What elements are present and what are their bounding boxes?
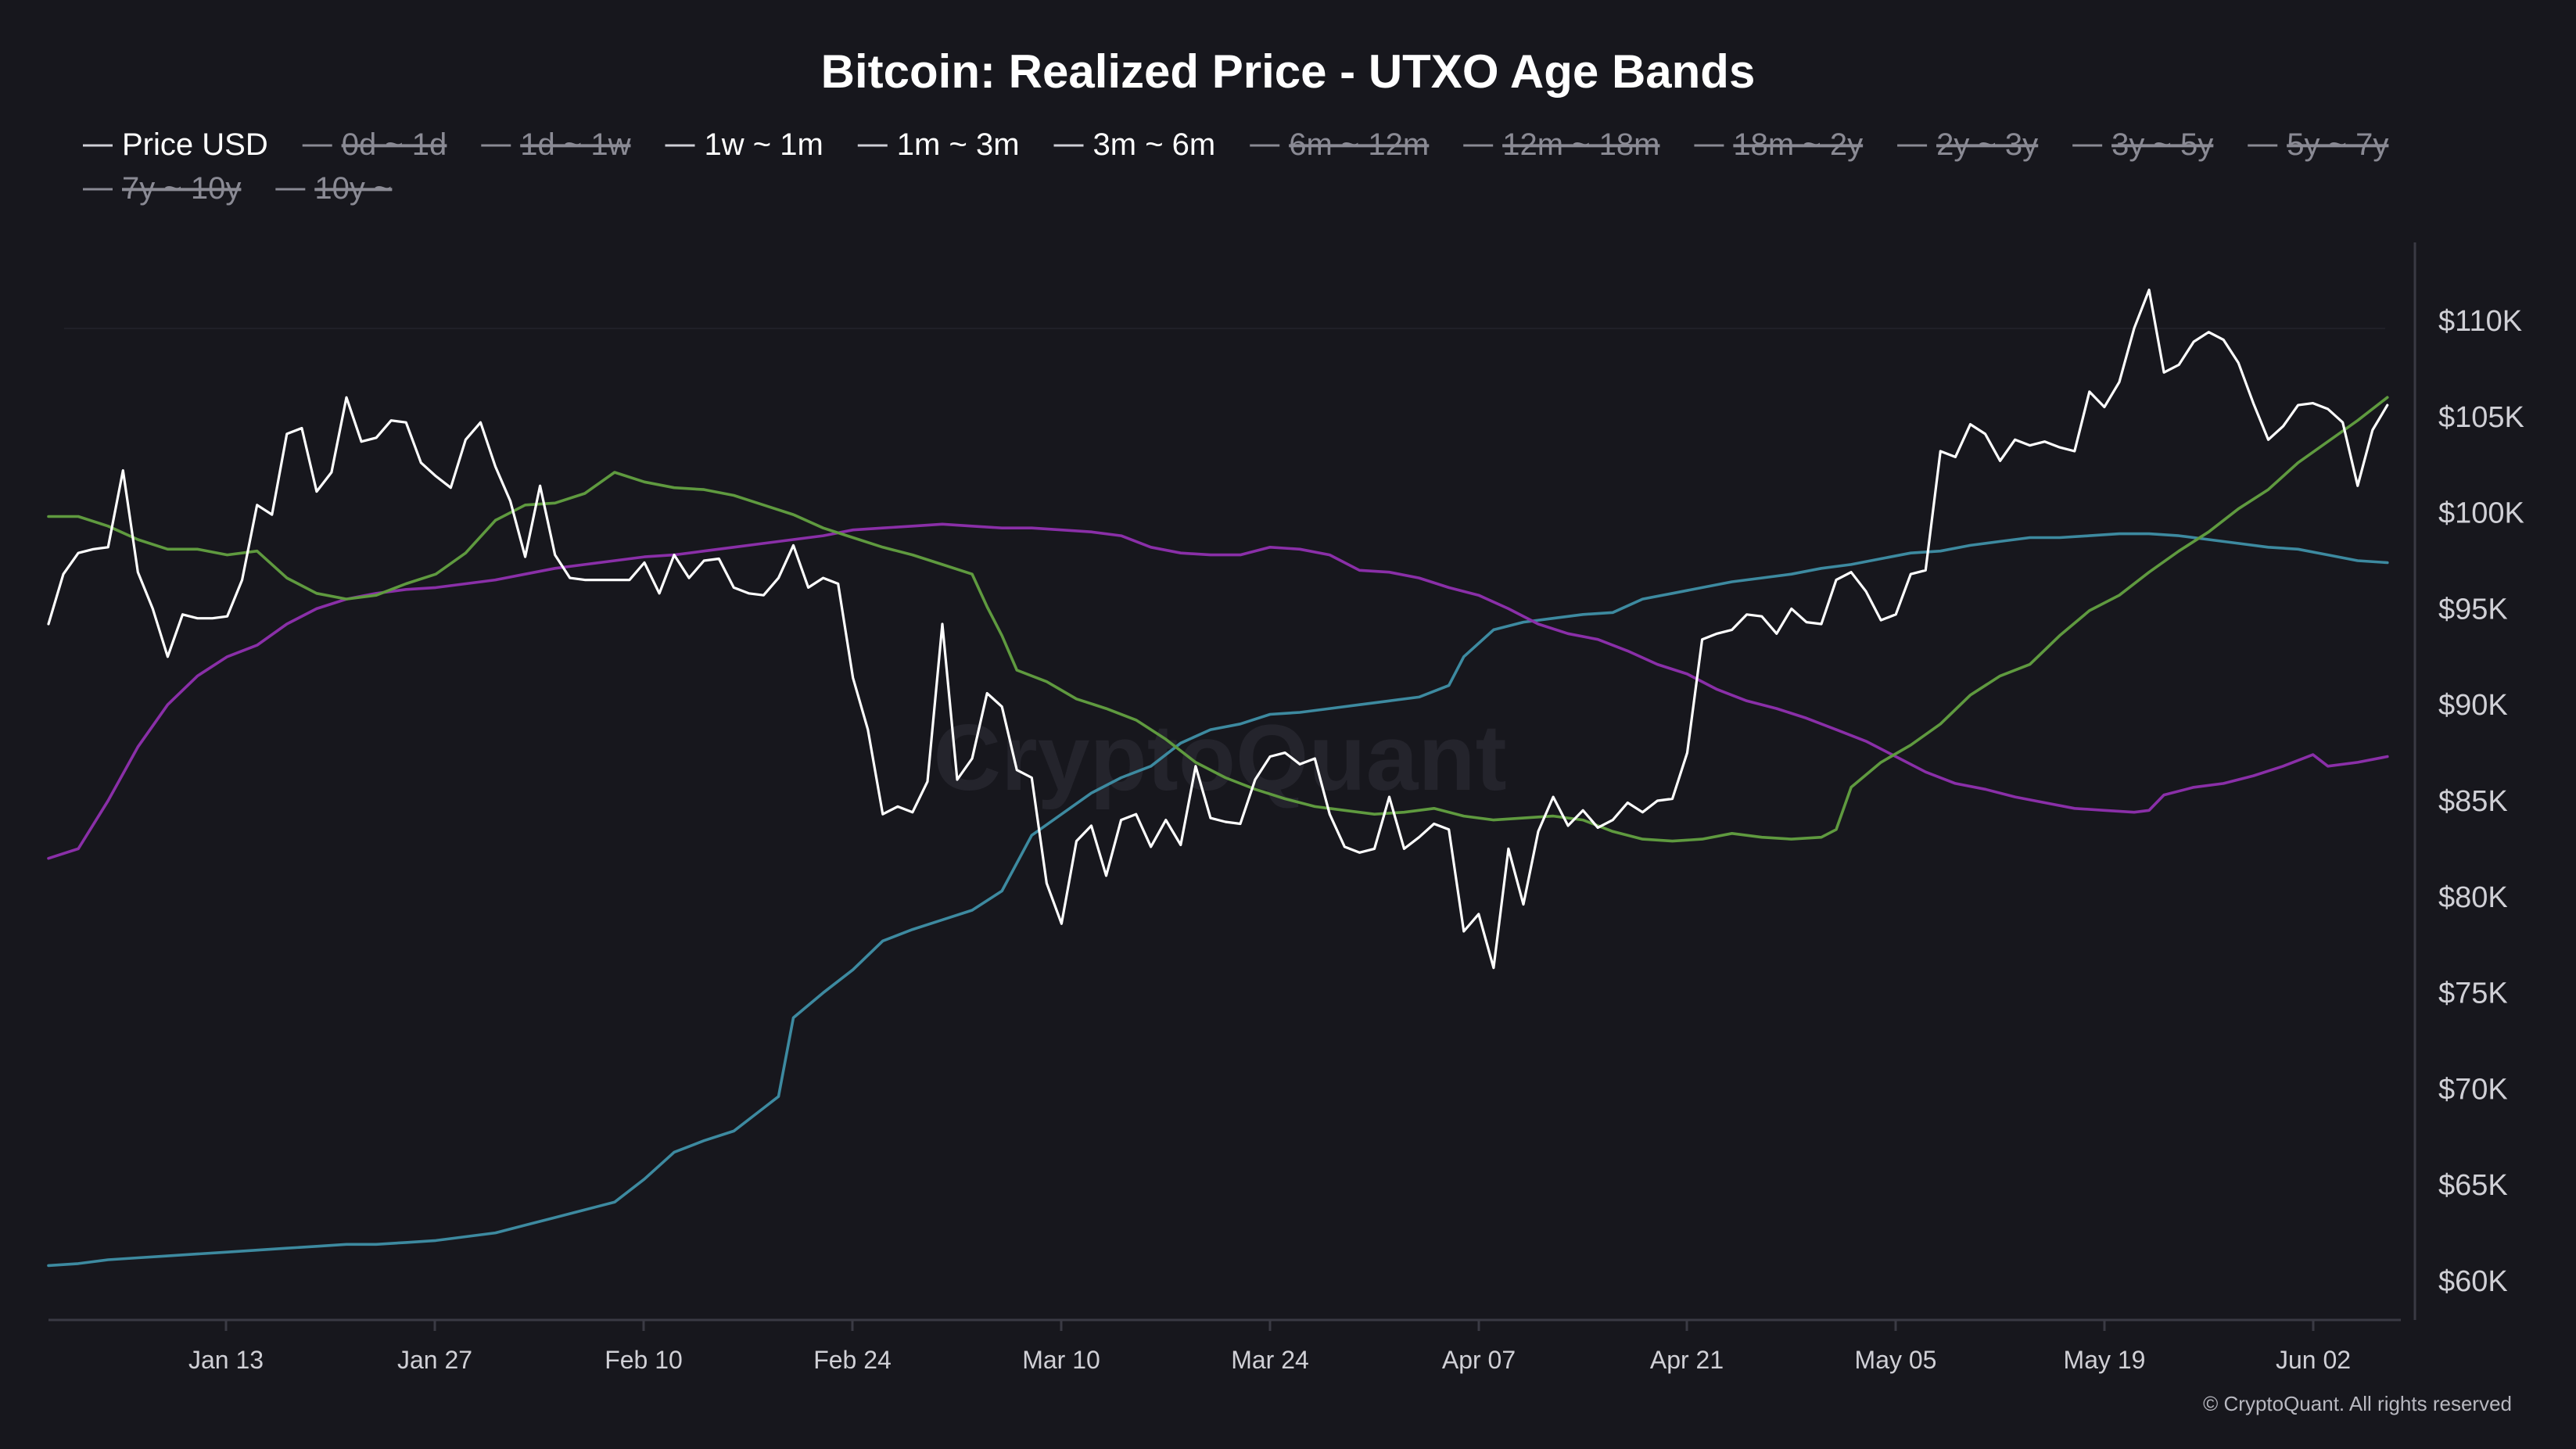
axes xyxy=(48,242,2416,1322)
series-line-1w-1m xyxy=(47,396,2389,843)
x-tick-label: Jan 13 xyxy=(188,1346,264,1374)
legend-label: 3m ~ 6m xyxy=(1093,127,1216,162)
y-tick-label: $70K xyxy=(2438,1073,2508,1106)
legend-item[interactable]: 3m ~ 6m xyxy=(1053,127,1216,162)
y-tick-label: $60K xyxy=(2438,1265,2508,1298)
legend: Price USD 0d ~ 1d 1d ~ 1w 1w ~ 1m 1m ~ 3m 3m … xyxy=(83,127,2389,206)
y-tick-label: $95K xyxy=(2438,593,2508,626)
series-line-1m-3m xyxy=(47,522,2389,860)
x-tick-label: May 05 xyxy=(1855,1346,1937,1374)
legend-item[interactable]: 1d ~ 1w xyxy=(481,127,631,162)
y-tick-label: $85K xyxy=(2438,785,2508,818)
x-tick-label: Mar 10 xyxy=(1022,1346,1100,1374)
x-axis-ticks: Jan 13 Jan 27 Feb 10 Feb 24 Mar 10 Mar 24 Apr … xyxy=(188,1320,2351,1374)
legend-label: 1m ~ 3m xyxy=(897,127,1020,162)
x-tick-label: Mar 24 xyxy=(1231,1346,1309,1374)
legend-item[interactable]: 1m ~ 3m xyxy=(857,127,1020,162)
legend-item[interactable]: 7y ~ 10y xyxy=(83,171,242,206)
legend-item[interactable]: Price USD xyxy=(83,127,268,162)
legend-item[interactable]: 6m ~ 12m xyxy=(1250,127,1430,162)
legend-item[interactable]: 0d ~ 1d xyxy=(302,127,447,162)
x-tick-label: Apr 07 xyxy=(1442,1346,1516,1374)
y-tick-label: $100K xyxy=(2438,497,2524,530)
series-line-price-usd xyxy=(47,289,2389,970)
y-tick-label: $105K xyxy=(2438,401,2524,434)
legend-item[interactable]: 1w ~ 1m xyxy=(665,127,823,162)
y-tick-label: $75K xyxy=(2438,977,2508,1010)
legend-label: 1w ~ 1m xyxy=(705,127,823,162)
x-tick-label: Apr 21 xyxy=(1650,1346,1724,1374)
x-tick-label: Feb 24 xyxy=(813,1346,892,1374)
watermark-text: CryptoQuant xyxy=(933,705,1506,810)
y-axis-ticks: $60K $65K $70K $75K $80K $85K $90K $95K $100K $10… xyxy=(2438,305,2524,1298)
copyright-footer: © CryptoQuant. All rights reserved xyxy=(2203,1392,2512,1415)
legend-item[interactable]: 12m ~ 18m xyxy=(1463,127,1660,162)
x-tick-label: May 19 xyxy=(2064,1346,2146,1374)
y-tick-label: $65K xyxy=(2438,1169,2508,1202)
legend-item[interactable]: 10y ~ xyxy=(275,171,393,206)
x-tick-label: Jun 02 xyxy=(2276,1346,2351,1374)
y-tick-label: $80K xyxy=(2438,881,2508,914)
x-tick-label: Jan 27 xyxy=(397,1346,472,1374)
x-tick-label: Feb 10 xyxy=(605,1346,683,1374)
legend-item[interactable]: 18m ~ 2y xyxy=(1694,127,1864,162)
chart-title: Bitcoin: Realized Price - UTXO Age Bands xyxy=(821,45,1756,98)
y-tick-label: $90K xyxy=(2438,689,2508,722)
series-line-3m-6m xyxy=(47,532,2389,1268)
legend-label: Price USD xyxy=(122,127,268,162)
legend-item[interactable]: 5y ~ 7y xyxy=(2248,127,2389,162)
legend-item[interactable]: 3y ~ 5y xyxy=(2072,127,2214,162)
legend-item[interactable]: 2y ~ 3y xyxy=(1897,127,2039,162)
y-tick-label: $110K xyxy=(2438,305,2522,338)
series-group xyxy=(47,289,2389,1268)
